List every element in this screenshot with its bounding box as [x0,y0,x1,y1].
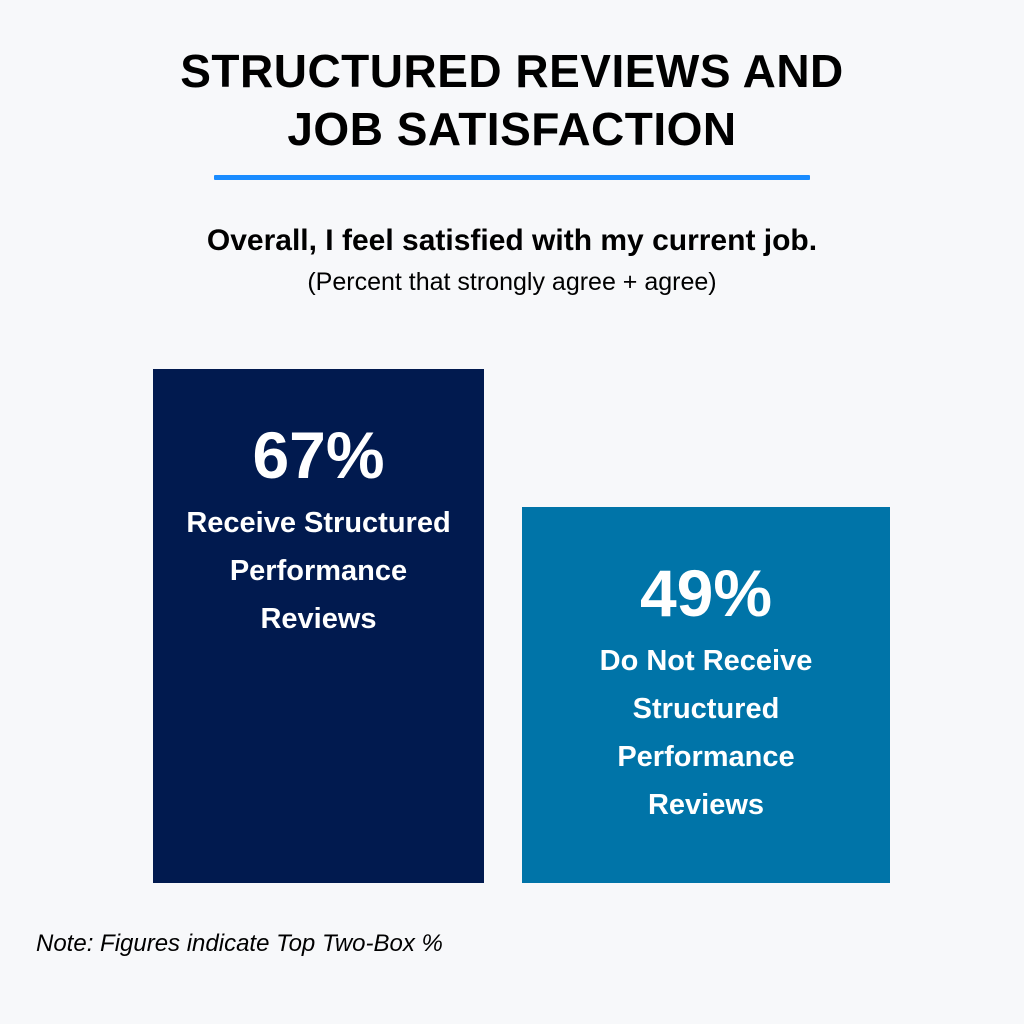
bar-2-label-line: Do Not Receive [599,645,813,677]
bar-1-value-label: 67% [252,418,385,492]
bar-2-label-line: Reviews [647,789,765,821]
bar-2-value-label: 49% [639,556,773,630]
chart-title-line-2: JOB SATISFACTION [287,103,737,155]
chart-title-line-1: STRUCTURED REVIEWS AND [180,45,844,97]
survey-question: Overall, I feel satisfied with my curren… [206,224,818,257]
chart-title: STRUCTURED REVIEWS AND JOB SATISFACTION [0,42,1024,158]
chart-subtitle: (Percent that strongly agree + agree) [307,268,717,296]
bar-2-label-line: Structured [632,693,780,725]
bar-1: 67% Receive Structured Performance Reviews [153,369,484,883]
bar-2-category-label: Do Not Receive Structured Performance Revie… [594,637,819,829]
bar-1-label-line: Performance [229,555,408,587]
title-divider [214,175,810,180]
footnote: Note: Figures indicate Top Two-Box % [36,930,443,957]
bar-1-label-line: Receive Structured [186,507,451,539]
bar-1-category-label: Receive Structured Performance Reviews [180,499,456,643]
bar-1-label-line: Reviews [260,603,377,635]
bar-2-label-line: Performance [617,741,795,773]
bar-2: 49% Do Not Receive Structured Performance Re… [522,507,890,883]
